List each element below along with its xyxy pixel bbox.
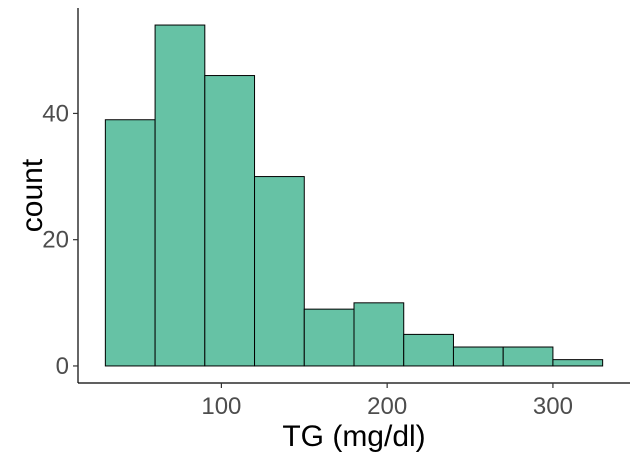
y-tick-label: 40 bbox=[42, 100, 69, 127]
x-axis-title: TG (mg/dl) bbox=[282, 420, 425, 453]
y-axis-title: count bbox=[16, 158, 49, 232]
histogram-bar bbox=[502, 346, 554, 367]
y-tick-label: 0 bbox=[56, 353, 69, 380]
x-tick-label: 100 bbox=[201, 393, 241, 420]
x-tick-label: 300 bbox=[533, 393, 573, 420]
histogram-bar bbox=[552, 359, 604, 367]
x-ticks-group: 100 200 300 bbox=[201, 383, 573, 420]
histogram-bar bbox=[204, 75, 256, 367]
histogram-bar bbox=[452, 346, 504, 367]
histogram-bar bbox=[254, 176, 305, 367]
y-tick-label: 20 bbox=[42, 227, 69, 254]
histogram-bar bbox=[154, 24, 206, 367]
x-tick-label: 200 bbox=[367, 393, 407, 420]
bars-group bbox=[104, 24, 604, 367]
y-ticks-group: 0 20 40 bbox=[42, 100, 78, 380]
histogram-bar bbox=[403, 333, 454, 367]
histogram-bar bbox=[303, 308, 355, 367]
histogram-bar bbox=[353, 302, 405, 367]
histogram-bar bbox=[104, 119, 156, 367]
